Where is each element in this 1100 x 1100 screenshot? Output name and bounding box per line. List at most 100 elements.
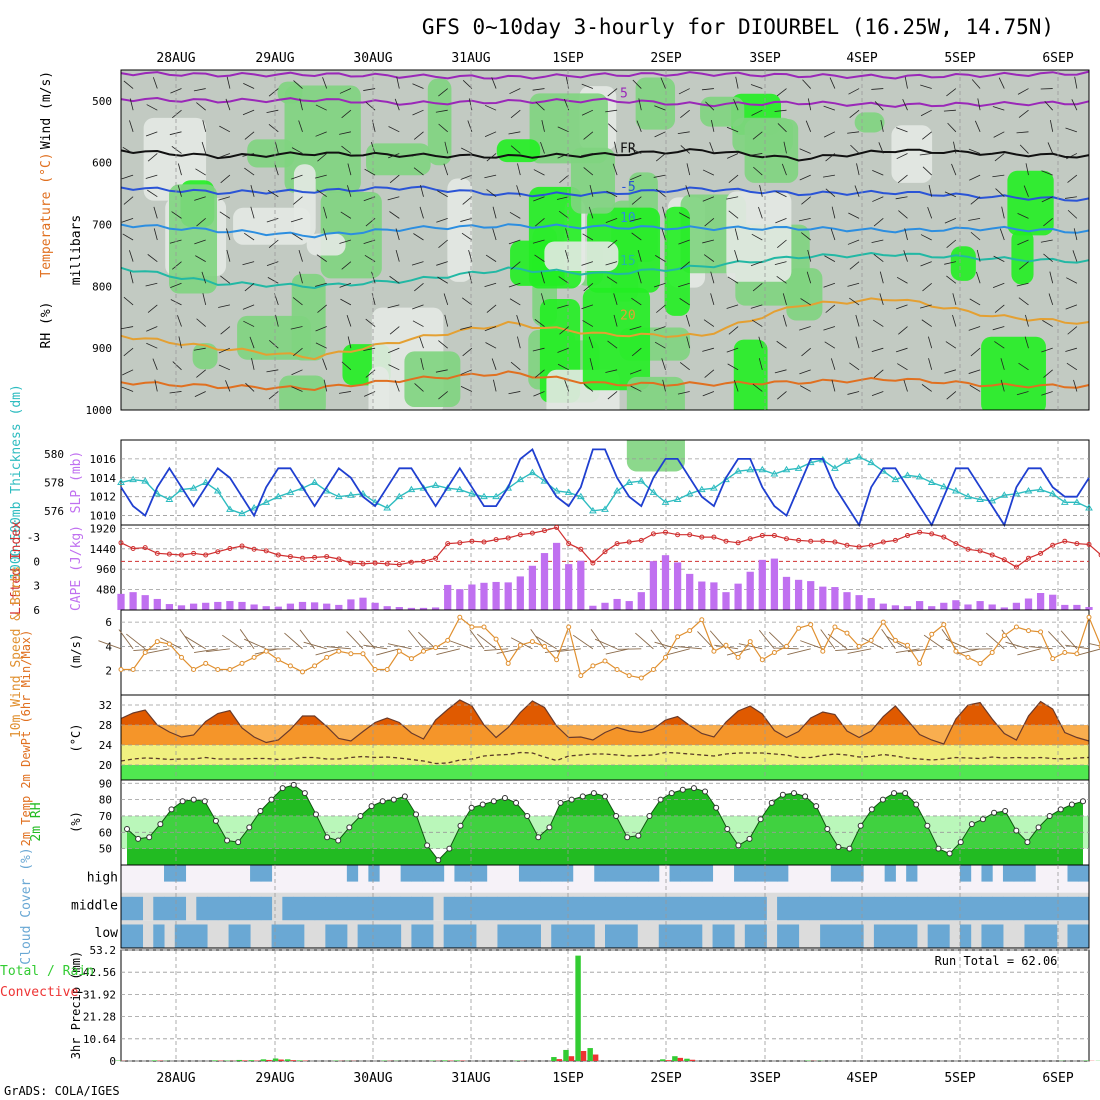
wind-barb bbox=[1074, 76, 1078, 89]
wind-barb bbox=[226, 76, 231, 89]
cape-bar bbox=[226, 601, 234, 610]
wind-barb bbox=[661, 228, 666, 241]
rh-patch bbox=[291, 273, 326, 361]
wind-barb bbox=[266, 109, 279, 114]
cloud-cell bbox=[572, 896, 584, 921]
wind-barb bbox=[831, 206, 836, 219]
cloud-cell bbox=[809, 896, 821, 921]
precip-total-bar bbox=[151, 1060, 158, 1061]
lifted-index-marker bbox=[203, 552, 209, 558]
rh-marker bbox=[1057, 806, 1064, 813]
rh-marker bbox=[824, 826, 831, 833]
lifted-index-marker bbox=[735, 540, 741, 546]
thickness-marker bbox=[1000, 491, 1009, 498]
cloud-cell bbox=[669, 865, 681, 882]
precip-total-bar bbox=[575, 955, 581, 1061]
cloud-cell bbox=[583, 924, 595, 948]
cloud-cell bbox=[981, 896, 993, 921]
wind-barb bbox=[583, 383, 594, 392]
wind-barb bbox=[145, 174, 158, 179]
wind-speed-marker bbox=[481, 624, 487, 630]
cloud-cell bbox=[508, 924, 520, 948]
precip-conv-bar bbox=[266, 1059, 272, 1061]
wind-barb bbox=[759, 184, 763, 197]
wind-speed-marker bbox=[578, 673, 584, 679]
wind-barb bbox=[947, 122, 957, 133]
lifted-index-marker bbox=[675, 532, 681, 538]
wind-barb bbox=[928, 184, 933, 197]
wind-barb bbox=[146, 326, 158, 332]
wind-barb bbox=[491, 358, 497, 370]
rh-patch bbox=[700, 96, 745, 127]
wind-barb bbox=[510, 145, 521, 154]
rh-marker bbox=[513, 799, 520, 806]
cloud-cell bbox=[1013, 865, 1025, 882]
wind-barb bbox=[872, 169, 884, 176]
wind-barb bbox=[387, 153, 400, 159]
cape-bar bbox=[117, 593, 125, 610]
wind-barb bbox=[607, 123, 618, 133]
cape-bar bbox=[661, 555, 670, 610]
thickness-marker bbox=[443, 484, 452, 491]
wind-barb bbox=[678, 282, 690, 288]
rh-marker bbox=[324, 834, 331, 841]
rh-patch bbox=[854, 112, 885, 133]
cloud-cell bbox=[443, 896, 455, 921]
cape-bar bbox=[1036, 593, 1045, 610]
wind-speed-marker bbox=[784, 643, 789, 649]
wind-barb bbox=[686, 163, 691, 176]
wind-barb bbox=[267, 190, 279, 198]
rh-patch bbox=[233, 207, 311, 245]
wind-barb bbox=[517, 336, 521, 349]
wind-barb bbox=[970, 347, 981, 357]
wind-barb bbox=[854, 185, 860, 197]
wind-barb bbox=[484, 174, 497, 179]
rh-marker bbox=[746, 835, 753, 842]
thickness-marker bbox=[492, 492, 500, 500]
rh-marker bbox=[857, 822, 864, 829]
wind-barb bbox=[492, 206, 497, 219]
wind-barb bbox=[927, 206, 933, 219]
wind-barb bbox=[661, 358, 666, 370]
wind-barb bbox=[898, 210, 908, 219]
wind-barb bbox=[703, 254, 715, 262]
rh-patch bbox=[1011, 229, 1034, 285]
wind-barb bbox=[922, 166, 932, 176]
precip-conv-bar bbox=[556, 1059, 563, 1061]
wind-barb bbox=[365, 369, 376, 378]
wind-barb bbox=[275, 314, 279, 327]
lifted-index-marker bbox=[953, 541, 959, 547]
rh-tick-label: 80 bbox=[99, 794, 112, 807]
cloud-cell bbox=[325, 896, 337, 921]
wind-barb bbox=[129, 98, 134, 111]
wind-barb bbox=[660, 77, 666, 89]
wind-barb bbox=[508, 391, 521, 395]
wind-barb bbox=[629, 369, 642, 375]
cloud-cell bbox=[1002, 896, 1015, 921]
rh-marker bbox=[702, 788, 709, 795]
wind-barb bbox=[630, 174, 642, 181]
thickness-marker bbox=[964, 492, 972, 500]
wind-barb bbox=[534, 319, 545, 327]
cloud-cell bbox=[336, 924, 348, 948]
wind-barb bbox=[485, 342, 497, 349]
wind-barb bbox=[177, 185, 182, 197]
wind-barb bbox=[293, 80, 303, 89]
thickness-marker bbox=[286, 488, 295, 495]
cape-bar bbox=[129, 592, 137, 610]
lifted-index-marker bbox=[602, 549, 608, 555]
wind-barb bbox=[952, 314, 957, 327]
surface-wind-barb bbox=[1065, 644, 1090, 650]
cloud-cell bbox=[744, 865, 757, 882]
lifted-index-marker bbox=[578, 546, 584, 552]
wind-barb bbox=[517, 163, 521, 176]
surface-wind-barb bbox=[635, 632, 654, 650]
cloud-cell bbox=[379, 924, 391, 948]
lifted-index-marker bbox=[433, 555, 439, 561]
cloud-cell bbox=[1067, 924, 1079, 948]
surface-wind-barb bbox=[677, 646, 702, 650]
thickness-marker bbox=[516, 475, 525, 483]
wind-speed-marker bbox=[251, 654, 257, 660]
wind-speed-marker bbox=[771, 650, 777, 655]
wind-barb bbox=[177, 315, 182, 327]
